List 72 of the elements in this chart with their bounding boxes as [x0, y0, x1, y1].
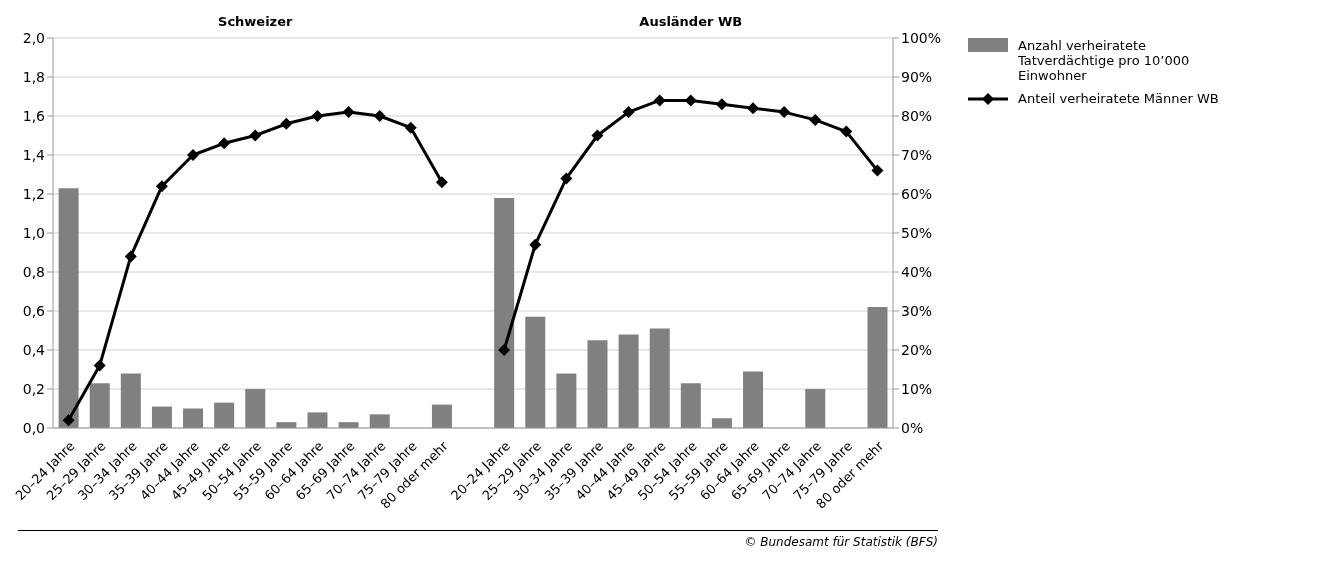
y2-tick-label: 80%	[901, 107, 933, 124]
y-tick-label: 1,2	[22, 185, 45, 202]
point	[747, 102, 759, 115]
point	[249, 129, 262, 142]
y2-tick-label: 0%	[901, 419, 924, 436]
bar	[711, 418, 732, 428]
point	[622, 106, 635, 119]
point	[124, 250, 137, 263]
point	[560, 172, 573, 185]
y2-tick-label: 30%	[901, 302, 933, 319]
bar	[494, 197, 515, 428]
point	[591, 129, 604, 142]
bar	[369, 414, 390, 428]
y-tick-label: 1,6	[22, 107, 46, 124]
y2-tick-label: 40%	[901, 263, 933, 280]
bar	[89, 383, 110, 428]
y-tick-label: 1,0	[22, 224, 45, 241]
y2-tick-label: 50%	[901, 224, 933, 241]
bar	[618, 334, 639, 428]
point	[311, 110, 324, 122]
y2-tick-label: 60%	[901, 185, 933, 202]
y-tick-label: 2,0	[22, 29, 45, 46]
bar	[525, 316, 546, 428]
point	[218, 137, 231, 150]
legend-label: Anteil verheiratete Männer WB	[1018, 91, 1220, 106]
bar	[151, 406, 172, 428]
point	[155, 180, 168, 193]
point	[715, 98, 728, 111]
bar	[183, 408, 204, 428]
text: © Bundesamt für Statistik (BFS)	[18, 530, 938, 549]
bar	[431, 404, 452, 428]
legend-label: Anzahl verheiratete Tatverdächtige pro 10’000 Einwohner	[1018, 38, 1191, 83]
bar	[307, 412, 328, 428]
point	[778, 106, 791, 119]
y-tick-label: 1,8	[22, 68, 45, 85]
y-tick-label: 0,0	[22, 419, 45, 436]
point	[62, 414, 75, 427]
bar	[867, 307, 888, 428]
bar	[556, 373, 577, 428]
y2-tick-label: 10%	[901, 380, 933, 397]
bar	[743, 371, 764, 428]
point	[187, 149, 199, 161]
bar	[805, 389, 826, 428]
bar	[120, 373, 141, 428]
y2-tick-label: 90%	[901, 68, 933, 85]
y2-tick-label: 100%	[901, 29, 942, 46]
point	[373, 110, 386, 122]
point	[93, 359, 106, 372]
point	[840, 125, 853, 138]
point	[280, 117, 293, 130]
point	[871, 164, 884, 177]
y-tick-label: 0,8	[22, 263, 45, 280]
text: Schweizer	[217, 14, 294, 29]
point	[809, 113, 822, 126]
point	[342, 106, 355, 119]
y-tick-label: 1,4	[22, 146, 46, 163]
y2-tick-label: 20%	[901, 341, 933, 358]
bar	[649, 328, 670, 428]
y-tick-label: 0,6	[22, 302, 46, 319]
y2-tick-label: 70%	[901, 146, 933, 163]
text: Ausländer WB	[638, 14, 744, 29]
point	[498, 344, 511, 356]
point	[435, 176, 448, 189]
bar	[58, 188, 79, 428]
bar	[245, 389, 266, 428]
y-tick-label: 0,4	[22, 341, 46, 358]
bar	[587, 340, 608, 428]
y-tick-label: 0,2	[22, 380, 45, 397]
bar	[680, 383, 701, 428]
point	[529, 238, 542, 251]
point	[404, 121, 417, 134]
bar	[214, 402, 235, 428]
